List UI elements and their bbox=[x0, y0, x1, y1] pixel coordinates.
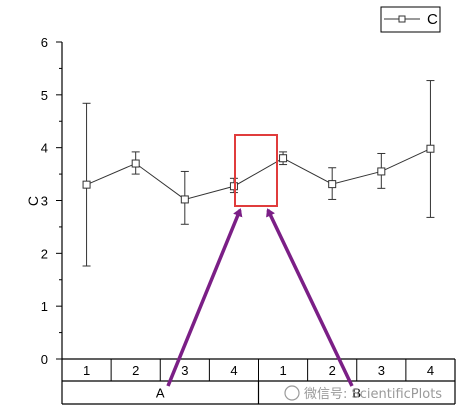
data-points bbox=[82, 144, 435, 204]
group-label-a: A bbox=[156, 386, 165, 401]
x-category-label: 1 bbox=[83, 363, 90, 378]
x-category-label: 1 bbox=[279, 363, 286, 378]
arrow-from-a bbox=[166, 208, 243, 387]
data-point bbox=[426, 144, 435, 153]
group-label-b: B bbox=[352, 386, 361, 401]
x-category-label: 4 bbox=[230, 363, 237, 378]
legend: C bbox=[380, 6, 441, 33]
y-ticks: 0 1 2 3 4 5 6 bbox=[41, 35, 62, 367]
y-tick-label: 1 bbox=[41, 299, 48, 314]
data-point bbox=[279, 154, 288, 163]
arrow-from-b bbox=[266, 208, 354, 387]
x-category-label: 2 bbox=[329, 363, 336, 378]
x-category-label: 3 bbox=[378, 363, 385, 378]
x-category-label: 3 bbox=[181, 363, 188, 378]
highlight-box bbox=[234, 134, 278, 207]
data-point bbox=[180, 195, 189, 204]
category-table: 1 2 3 4 1 2 3 4 A B bbox=[61, 359, 456, 405]
y-tick-label: 0 bbox=[41, 352, 48, 367]
x-category-label: 2 bbox=[132, 363, 139, 378]
y-axis-title: C bbox=[25, 196, 41, 206]
y-tick-label: 6 bbox=[41, 35, 48, 50]
series-line-c bbox=[86, 148, 431, 200]
y-tick-label: 3 bbox=[41, 194, 48, 209]
watermark-text: 微信号: ScientificPlots bbox=[304, 387, 442, 402]
y-tick-label: 2 bbox=[41, 246, 48, 261]
wechat-icon bbox=[284, 385, 300, 401]
data-point bbox=[82, 180, 91, 189]
x-category-label: 4 bbox=[427, 363, 434, 378]
data-point bbox=[229, 182, 238, 191]
legend-label: C bbox=[427, 11, 438, 28]
y-tick-label: 4 bbox=[41, 141, 48, 156]
data-point bbox=[328, 180, 337, 189]
data-point bbox=[377, 167, 386, 176]
watermark: 微信号: ScientificPlots bbox=[284, 385, 442, 402]
data-point bbox=[131, 159, 140, 168]
legend-marker bbox=[398, 15, 406, 23]
y-tick-label: 5 bbox=[41, 88, 48, 103]
